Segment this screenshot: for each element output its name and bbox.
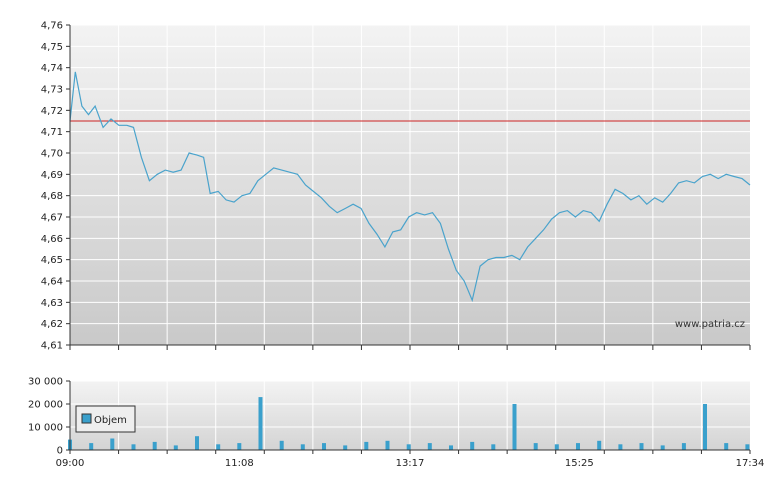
volume-bar [89,443,94,450]
volume-bar [385,440,390,450]
volume-y-axis: 0 10 000 20 000 30 000 [28,377,70,457]
x-tick-label: 09:00 [56,458,85,469]
price-y-tick-label: 4,75 [41,42,63,53]
volume-bar [660,445,665,450]
volume-bar [491,444,496,451]
price-line [69,71,751,303]
volume-legend: Objem [75,405,136,433]
price-grid [70,24,750,346]
volume-bar [597,440,602,450]
watermark: www.patria.cz [675,319,745,330]
price-y-tick-label: 4,73 [41,85,63,96]
volume-bar [533,443,538,450]
volume-bar [703,404,707,450]
price-y-tick-label: 4,76 [41,21,63,32]
legend-swatch [81,413,92,424]
volume-bar [300,444,305,451]
price-y-tick-label: 4,66 [41,234,63,245]
price-panel: 4,61 4,62 4,63 4,64 4,65 4,66 4,67 4,68 4,69 4,70… [41,21,751,352]
price-y-tick-label: 4,64 [41,277,63,288]
x-tick-label: 17:34 [736,458,765,469]
price-y-tick-label: 4,62 [41,319,63,330]
price-y-tick-label: 4,68 [41,191,63,202]
volume-bar [173,445,178,450]
x-tick-label: 11:08 [225,458,254,469]
volume-grid [70,380,750,450]
volume-bar [110,438,115,450]
price-y-tick-label: 4,65 [41,255,63,266]
volume-bar [322,443,326,450]
price-y-tick-label: 4,72 [41,106,63,117]
price-y-tick-label: 4,71 [41,127,63,138]
x-tick-label: 15:25 [565,458,594,469]
volume-bar [131,444,136,451]
volume-bar [576,443,580,450]
price-x-tick-marks [69,345,751,350]
volume-bar [745,444,750,451]
price-y-tick-label: 4,61 [41,341,63,352]
volume-bar [343,445,348,450]
volume-bar [449,445,453,450]
price-y-tick-label: 4,63 [41,298,63,309]
price-y-tick-label: 4,70 [41,149,63,160]
volume-bar [681,443,686,450]
volume-y-tick-label: 30 000 [28,377,63,388]
volume-y-tick-label: 10 000 [28,423,63,434]
volume-bar [258,397,263,450]
volume-y-tick-label: 0 [57,446,63,457]
volume-bar [427,443,432,450]
volume-bar [470,441,475,450]
price-y-tick-label: 4,67 [41,213,63,224]
volume-bar [216,444,221,451]
volume-bar [639,443,644,450]
volume-bar [618,444,623,451]
volume-x-axis: 09:00 11:08 13:17 15:25 17:34 [56,450,765,469]
volume-bar [512,404,517,450]
volume-bar [152,441,157,450]
legend-label: Objem [94,415,127,426]
volume-bar [554,444,559,451]
volume-bar [279,440,284,450]
price-y-tick-label: 4,69 [41,170,63,181]
volume-bar [724,443,729,450]
price-y-axis: 4,61 4,62 4,63 4,64 4,65 4,66 4,67 4,68 4,69 4,70… [41,21,70,352]
x-tick-label: 13:17 [396,458,425,469]
volume-y-tick-label: 20 000 [28,400,63,411]
volume-bar [406,444,411,451]
volume-bar [195,436,199,450]
volume-bars [68,397,750,451]
volume-panel: 0 10 000 20 000 30 000 09:00 11:08 13:17 15:25… [28,377,764,470]
volume-bar [364,441,369,450]
volume-bar [237,443,242,450]
price-y-tick-label: 4,74 [41,63,63,74]
